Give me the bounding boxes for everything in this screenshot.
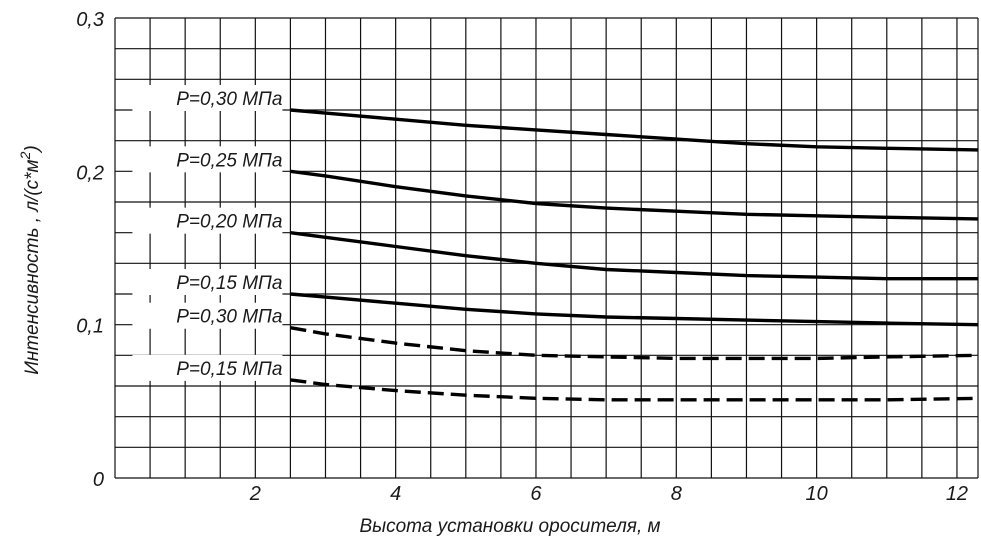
series-line-4-solid: [290, 292, 979, 327]
series-label-bg: [132, 146, 283, 173]
x-tick-label: 6: [530, 483, 542, 505]
x-tick-label: 2: [249, 483, 261, 505]
series-label: P=0,15 МПа: [176, 273, 282, 294]
series-label: P=0,30 МПа: [176, 89, 282, 110]
y-tick-label: 0,3: [76, 9, 104, 31]
series-line-1-solid: [290, 108, 979, 152]
y-axis-label: Интенсивность , л/(с*м2): [17, 145, 43, 374]
series-label-bg: [132, 302, 283, 329]
series-label-bg: [132, 85, 283, 111]
series-line-6-dashed: [290, 378, 979, 402]
series-lines: [290, 108, 979, 402]
series-label-bg: [132, 354, 283, 381]
series-label: P=0,30 МПа: [176, 307, 282, 328]
y-tick-label: 0,1: [76, 316, 104, 338]
series-line-3-solid: [290, 231, 978, 281]
x-tick-label: 4: [390, 483, 401, 505]
series-label-bg: [132, 207, 283, 234]
series-label-bg: [132, 269, 283, 295]
series-line-5-dashed: [290, 326, 979, 361]
series-labels: P=0,30 МПа P=0,25 МПа P=0,20 МПа P=0,15 МПа…: [132, 85, 283, 381]
x-tick-label: 10: [806, 483, 828, 505]
y-tick-label: 0: [93, 469, 104, 491]
x-tick-label: 12: [946, 483, 968, 505]
series-label: P=0,15 МПа: [176, 359, 282, 380]
x-axis-label: Высота установки оросителя, м: [359, 516, 660, 537]
series-line-2-solid: [290, 169, 979, 221]
series-label: P=0,25 МПа: [176, 150, 282, 171]
x-tick-label: 8: [671, 483, 682, 505]
tick-labels: 2 4 6 8 10 12 0 0,1 0,2 0,3: [76, 9, 968, 505]
y-tick-label: 0,2: [76, 162, 104, 184]
series-label: P=0,20 МПа: [176, 212, 282, 233]
